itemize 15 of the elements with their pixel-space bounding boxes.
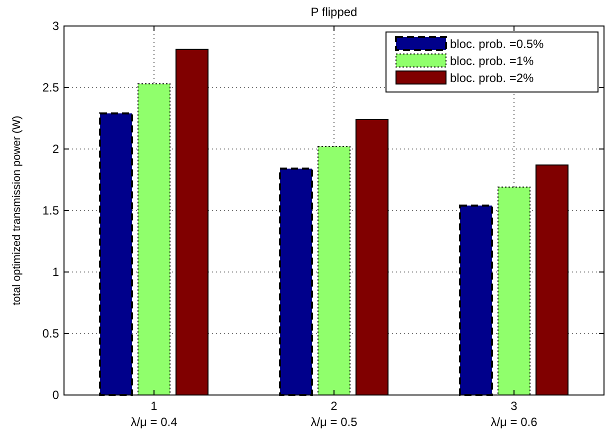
y-tick-label: 0 bbox=[52, 388, 60, 402]
y-tick-label: 0.5 bbox=[42, 326, 60, 341]
y-axis-title: total optimized transmission power (W) bbox=[11, 116, 23, 306]
x-tick-label: 2 λ/μ = 0.5 bbox=[310, 399, 358, 429]
y-tick-label: 2 bbox=[52, 142, 60, 156]
legend-label: bloc. prob. =2% bbox=[450, 71, 534, 86]
chart-title: P flipped bbox=[310, 5, 358, 19]
x-tick-label: 3 λ/μ = 0.6 bbox=[490, 399, 538, 429]
y-tick-label: 1.5 bbox=[42, 204, 60, 218]
legend-label: bloc. prob. =0.5% bbox=[450, 37, 544, 52]
y-tick-label: 1 bbox=[52, 265, 60, 280]
legend-label: bloc. prob. =1% bbox=[450, 54, 534, 68]
y-tick-label: 3 bbox=[52, 19, 60, 34]
y-tick-label: 2.5 bbox=[42, 80, 60, 95]
x-tick-label: 1 λ/μ = 0.4 bbox=[130, 399, 178, 429]
